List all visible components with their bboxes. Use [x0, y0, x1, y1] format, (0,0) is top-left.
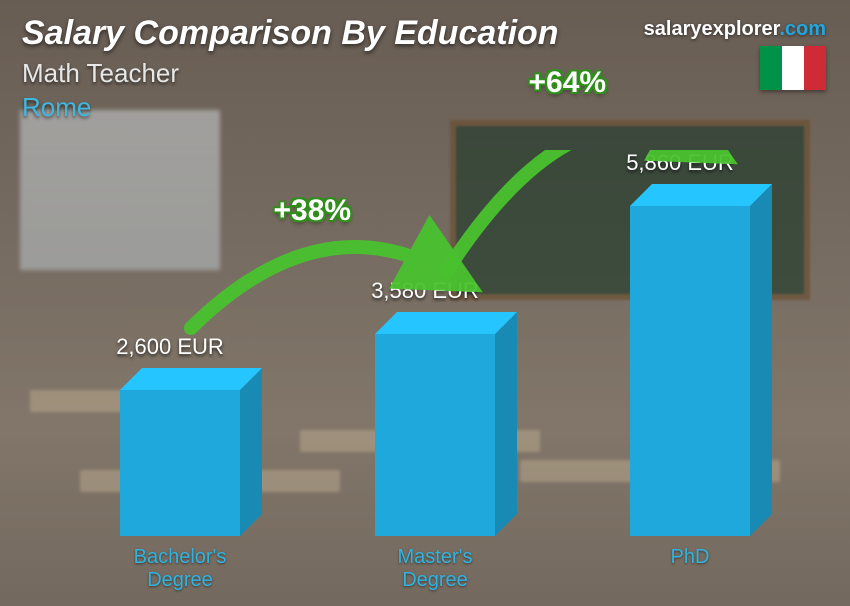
increase-percent-label: +64% [529, 66, 607, 100]
bar-value-label: 5,860 EUR [580, 150, 780, 176]
site-watermark: salaryexplorer.com [644, 18, 826, 41]
bar-category-label: PhD [590, 546, 790, 569]
bar-group: 2,600 EURBachelor'sDegree [100, 390, 260, 536]
flag-stripe-red [804, 46, 826, 90]
site-tld: .com [779, 18, 826, 40]
bar-top [375, 312, 517, 334]
chart-title: Salary Comparison By Education [22, 14, 559, 53]
increase-percent-label: +38% [274, 194, 352, 228]
infographic-canvas: Salary Comparison By Education Math Teac… [0, 0, 850, 606]
bar-category-label: Master'sDegree [335, 546, 535, 592]
bar-top [630, 184, 772, 206]
chart-location: Rome [22, 92, 91, 123]
bar-front [375, 334, 495, 536]
bar-group: 5,860 EURPhD [610, 206, 770, 536]
italy-flag-icon [760, 46, 826, 90]
bar-group: 3,580 EURMaster'sDegree [355, 334, 515, 536]
bar-side [495, 312, 517, 536]
bar-chart: 2,600 EURBachelor'sDegree 3,580 EURMaster… [40, 150, 790, 536]
bar [375, 334, 495, 536]
bar-side [750, 184, 772, 536]
bar [630, 206, 750, 536]
flag-stripe-green [760, 46, 782, 90]
chart-subtitle: Math Teacher [22, 58, 179, 89]
site-name: salaryexplorer [644, 18, 780, 40]
bar-category-label: Bachelor'sDegree [80, 546, 280, 592]
flag-stripe-white [782, 46, 804, 90]
bar-value-label: 3,580 EUR [325, 278, 525, 304]
bar-top [120, 368, 262, 390]
bar-front [120, 390, 240, 536]
bar [120, 390, 240, 536]
bar-front [630, 206, 750, 536]
bar-side [240, 368, 262, 536]
bar-value-label: 2,600 EUR [70, 334, 270, 360]
